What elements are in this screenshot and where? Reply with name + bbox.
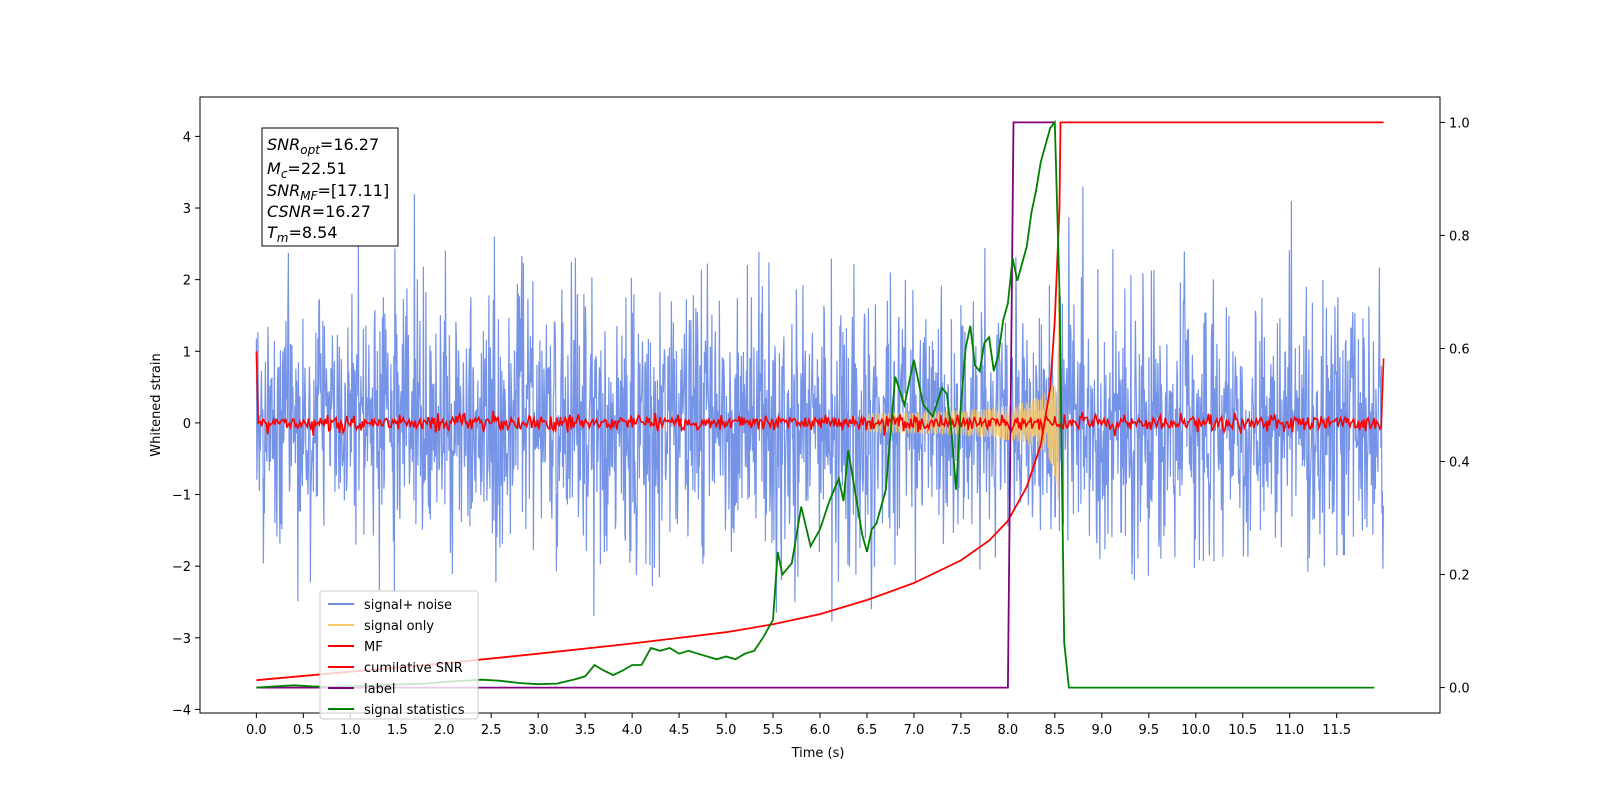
annotation-frame xyxy=(261,127,399,247)
series-signal-noise xyxy=(255,186,1384,622)
y-tick-label: 2 xyxy=(183,274,191,289)
annotation-snr-mf: SNRMF=[17.11] xyxy=(267,181,389,203)
y-tick-label: 0 xyxy=(183,417,191,432)
x-tick-label: 0.5 xyxy=(293,723,314,738)
annotation-tm: Tm=8.54 xyxy=(267,223,338,245)
legend-frame xyxy=(319,590,479,720)
x-tick-label: 5.0 xyxy=(716,723,737,738)
x-tick-label: 10.5 xyxy=(1228,723,1257,738)
x-tick-label: 2.5 xyxy=(481,723,502,738)
legend-label-signal-statistics: signal statistics xyxy=(364,703,465,718)
x-tick-label: 1.5 xyxy=(387,723,408,738)
x-tick-label: 5.5 xyxy=(763,723,784,738)
x-tick-label: 0.0 xyxy=(246,723,267,738)
annotation-box: SNRopt=16.27 Mc=22.51 SNRMF=[17.11] CSNR… xyxy=(261,127,399,247)
series-label xyxy=(256,121,1055,689)
x-tick-label: 3.0 xyxy=(528,723,549,738)
x-axis-label: Time (s) xyxy=(791,746,845,761)
annotation-csnr: CSNR=16.27 xyxy=(267,202,371,221)
series-signal-only xyxy=(866,293,1061,500)
x-tick-label: 9.0 xyxy=(1091,723,1112,738)
x-tick-label: 10.0 xyxy=(1181,723,1210,738)
series-signal-statistics xyxy=(256,119,1375,689)
legend-label-signal-noise: signal+ noise xyxy=(364,598,452,613)
annotation-mc: Mc=22.51 xyxy=(267,159,347,181)
axes-layer: 0.0 0.5 1.0 1.5 2.0 2.5 3.0 3.5 4.0 4.5 5.0 5.5 6.0 6… xyxy=(172,116,1470,738)
legend-label-label: label xyxy=(364,682,395,697)
x-tick-label: 11.0 xyxy=(1275,723,1304,738)
legend-label-signal-only: signal only xyxy=(364,619,434,634)
x-tick-label: 6.5 xyxy=(857,723,878,738)
y2-tick-label: 0.0 xyxy=(1449,682,1470,697)
x-tick-label: 8.0 xyxy=(998,723,1019,738)
y-tick-label: 1 xyxy=(183,345,191,360)
y-tick-label: −1 xyxy=(172,489,191,504)
series-group xyxy=(255,119,1385,689)
y2-tick-label: 0.8 xyxy=(1449,229,1470,244)
y-tick-label: −4 xyxy=(172,703,191,718)
y-axis-label: Whitened strain xyxy=(149,353,164,456)
x-tick-label: 8.5 xyxy=(1045,723,1066,738)
x-tick-label: 4.0 xyxy=(622,723,643,738)
y2-tick-label: 0.6 xyxy=(1449,342,1470,357)
annotation-snr-opt: SNRopt=16.27 xyxy=(267,135,379,157)
y2-tick-label: 0.2 xyxy=(1449,569,1470,584)
plot-layer xyxy=(255,119,1385,689)
x-tick-label: 1.0 xyxy=(340,723,361,738)
series-mf xyxy=(255,351,1385,437)
x-tick-label: 3.5 xyxy=(575,723,596,738)
legend-label-mf: MF xyxy=(364,640,383,655)
y-tick-label: 4 xyxy=(183,130,191,145)
series-cumulative-snr xyxy=(256,121,1384,682)
x-tick-label: 2.0 xyxy=(434,723,455,738)
legend: signal+ noise signal only MF cumilative … xyxy=(319,590,479,720)
y-tick-label: −2 xyxy=(172,560,191,575)
x-tick-label: 7.0 xyxy=(904,723,925,738)
x-tick-label: 4.5 xyxy=(669,723,690,738)
y2-tick-label: 0.4 xyxy=(1449,456,1470,471)
y-tick-label: −3 xyxy=(172,632,191,647)
x-tick-label: 11.5 xyxy=(1322,723,1351,738)
x-tick-label: 6.0 xyxy=(810,723,831,738)
legend-label-cumulative-snr: cumilative SNR xyxy=(364,661,463,676)
y-tick-label: 3 xyxy=(183,202,191,217)
x-tick-label: 7.5 xyxy=(951,723,972,738)
y2-tick-label: 1.0 xyxy=(1449,116,1470,131)
x-tick-label: 9.5 xyxy=(1138,723,1159,738)
